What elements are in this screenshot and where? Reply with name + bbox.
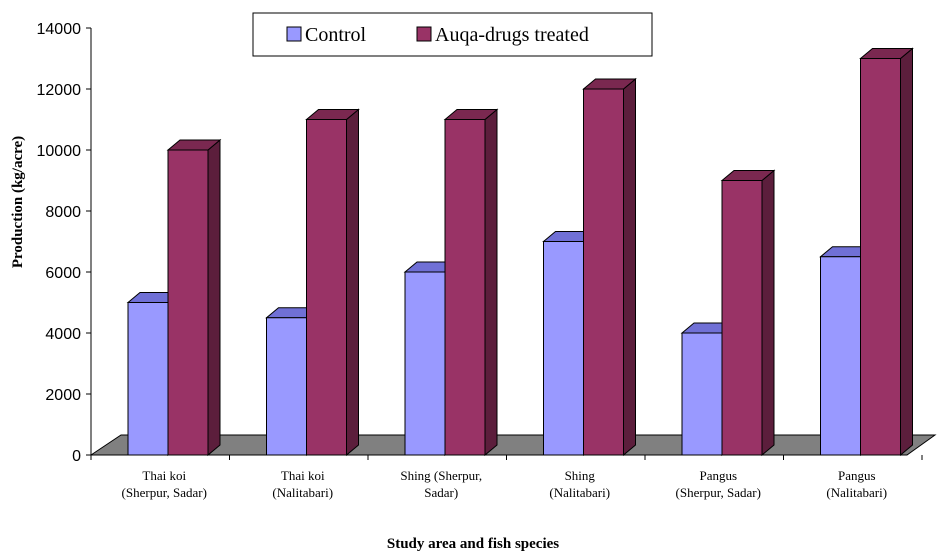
x-tick-label: Thai koi (Nalitabari) xyxy=(272,468,333,500)
bar-control-front xyxy=(127,302,169,456)
bar-treated-front xyxy=(167,149,209,456)
bar-treated xyxy=(720,169,776,457)
x-tick-label-line: Pangus xyxy=(838,468,876,483)
x-tick-label: Shing (Sherpur, Sadar) xyxy=(400,468,482,500)
bar-treated xyxy=(443,108,499,457)
bar-treated-side xyxy=(900,47,913,457)
bar-control-front xyxy=(266,317,307,456)
x-tick-label-line: Pangus xyxy=(699,468,737,483)
bar-treated xyxy=(582,77,637,457)
x-tick-label-line: Shing (Sherpur, xyxy=(400,468,482,483)
bar-treated-side xyxy=(207,138,221,457)
bar-control-front xyxy=(404,271,446,456)
x-tick-label: Thai koi (Sherpur, Sadar) xyxy=(122,468,207,500)
legend-swatch-control xyxy=(286,26,302,42)
x-tick-label-line: (Nalitabari) xyxy=(549,485,610,500)
legend-box xyxy=(252,12,653,57)
bar-control-front xyxy=(681,332,723,456)
y-tick-label: 6000 xyxy=(45,265,81,282)
y-tick-label: 12000 xyxy=(37,82,82,99)
y-tick-label: 10000 xyxy=(37,143,82,160)
bar-treated xyxy=(305,108,360,457)
bar-treated-side xyxy=(761,169,775,457)
bar-treated-side xyxy=(623,77,636,457)
bar-control-front xyxy=(543,241,584,456)
x-tick-label-line: (Sherpur, Sadar) xyxy=(676,485,761,500)
bar-treated-front xyxy=(583,88,624,456)
x-tick-label: Shing (Nalitabari) xyxy=(549,468,610,500)
y-tick-label: 14000 xyxy=(37,21,82,38)
x-tick-label-line: Thai koi xyxy=(142,468,186,483)
y-axis: 0 2000 4000 6000 8000 10000 12000 14000 xyxy=(37,21,907,465)
y-tick-label: 0 xyxy=(72,448,81,465)
bar-treated-front xyxy=(721,180,763,456)
bar-treated-front xyxy=(860,58,901,456)
bar-treated-side xyxy=(484,108,498,457)
x-tick-label-line: (Nalitabari) xyxy=(826,485,887,500)
legend-swatch-treated xyxy=(416,26,432,42)
legend-label-control: Control xyxy=(305,24,367,46)
bar-treated-side xyxy=(346,108,359,457)
y-tick-label: 2000 xyxy=(45,387,81,404)
x-tick-label-line: (Nalitabari) xyxy=(272,485,333,500)
x-tick-labels: Thai koi (Sherpur, Sadar) Thai koi (Nalitab… xyxy=(90,455,923,500)
bar-control-front xyxy=(820,256,861,456)
bar-treated-front xyxy=(306,119,347,456)
bar-treated xyxy=(859,47,914,457)
x-tick-label-line: Shing xyxy=(565,468,596,483)
bar-treated-front xyxy=(444,119,486,456)
x-tick-label-line: Thai koi xyxy=(281,468,325,483)
x-tick-label: Pangus (Nalitabari) xyxy=(826,468,887,500)
y-axis-title: Production (kg/acre) xyxy=(10,136,26,268)
legend: Control Auqa-drugs treated xyxy=(252,12,653,57)
x-tick-label-line: (Sherpur, Sadar) xyxy=(122,485,207,500)
x-axis-title: Study area and fish species xyxy=(387,536,559,552)
y-tick-label: 8000 xyxy=(45,204,81,221)
x-tick-label: Pangus (Sherpur, Sadar) xyxy=(676,468,761,500)
y-tick-label: 4000 xyxy=(45,326,81,343)
legend-label-treated: Auqa-drugs treated xyxy=(435,24,589,46)
x-tick-label-line: Sadar) xyxy=(424,485,458,500)
bar-treated xyxy=(166,138,222,457)
bars xyxy=(126,47,914,457)
